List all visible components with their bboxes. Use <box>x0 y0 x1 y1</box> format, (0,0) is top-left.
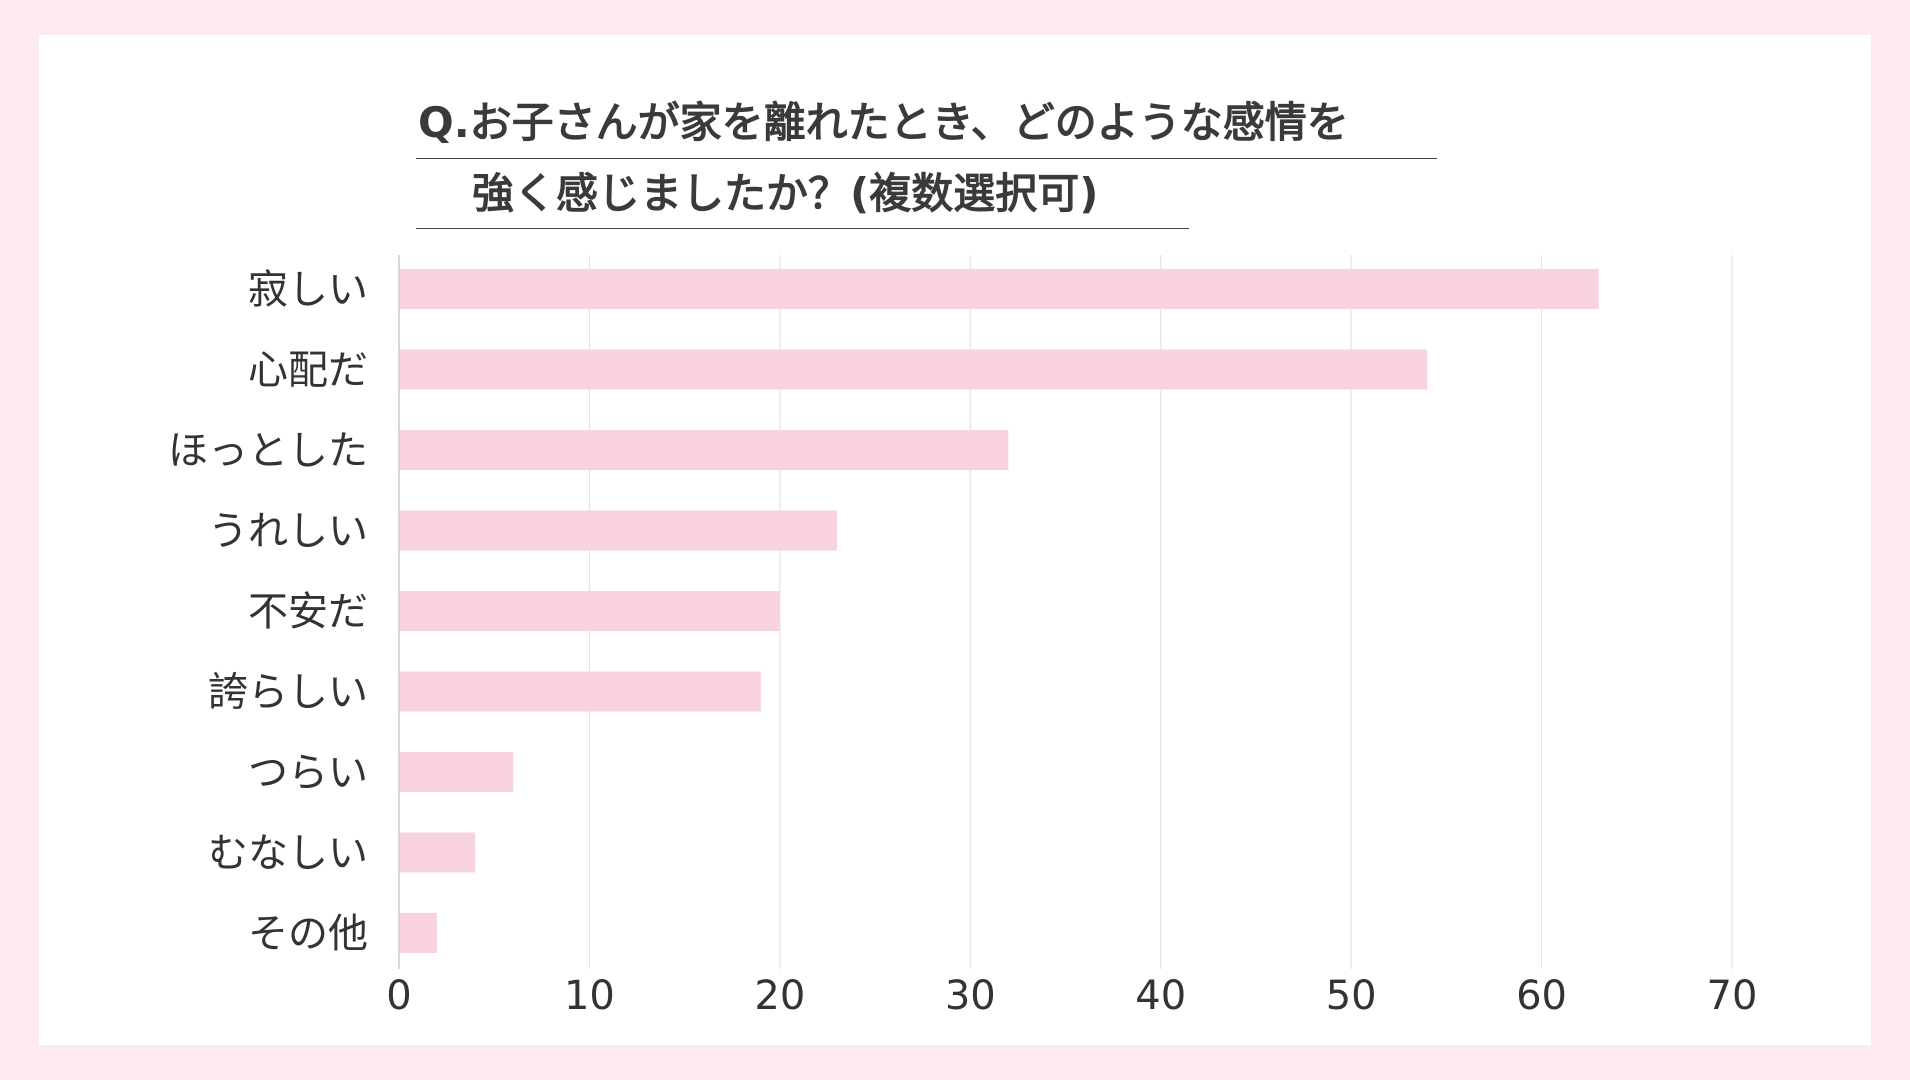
bar-5 <box>399 671 761 712</box>
bar-7 <box>399 832 476 873</box>
chart-card <box>39 35 1871 1045</box>
category-label: ほっとした <box>168 428 368 474</box>
x-tick-labels: 0 10 20 30 40 50 60 70 <box>386 973 1757 1019</box>
category-label: 不安だ <box>248 589 368 635</box>
bars <box>399 269 1599 953</box>
bar-8 <box>399 913 438 953</box>
category-label: むなしい <box>208 831 368 877</box>
chart-title-line-2: 強く感じましたか？(複数選択可) <box>472 169 1099 218</box>
title-underline-2 <box>416 228 1189 229</box>
bar-3 <box>399 510 837 551</box>
x-tick-label: 40 <box>1135 973 1186 1019</box>
bar-2 <box>399 430 1009 470</box>
bar-1 <box>399 349 1428 390</box>
x-tick-label: 20 <box>754 973 805 1019</box>
chart-title-line-1: Q.お子さんが家を離れたとき、どのような感情を <box>418 98 1349 147</box>
x-tick-label: 0 <box>386 973 411 1019</box>
title-underline-1 <box>416 158 1437 159</box>
x-tick-label: 30 <box>945 973 996 1019</box>
category-label: その他 <box>248 911 368 957</box>
x-tick-label: 50 <box>1326 973 1377 1019</box>
category-label: 心配だ <box>248 348 368 394</box>
x-tick-label: 60 <box>1516 973 1567 1019</box>
x-tick-label: 70 <box>1707 973 1758 1019</box>
bar-0 <box>399 269 1599 309</box>
category-label: 誇らしい <box>208 670 368 716</box>
bar-6 <box>399 752 514 792</box>
category-label: 寂しい <box>248 267 368 313</box>
bar-4 <box>399 591 780 631</box>
x-tick-label: 10 <box>564 973 615 1019</box>
category-label: うれしい <box>208 509 368 555</box>
category-label: つらい <box>248 750 368 796</box>
